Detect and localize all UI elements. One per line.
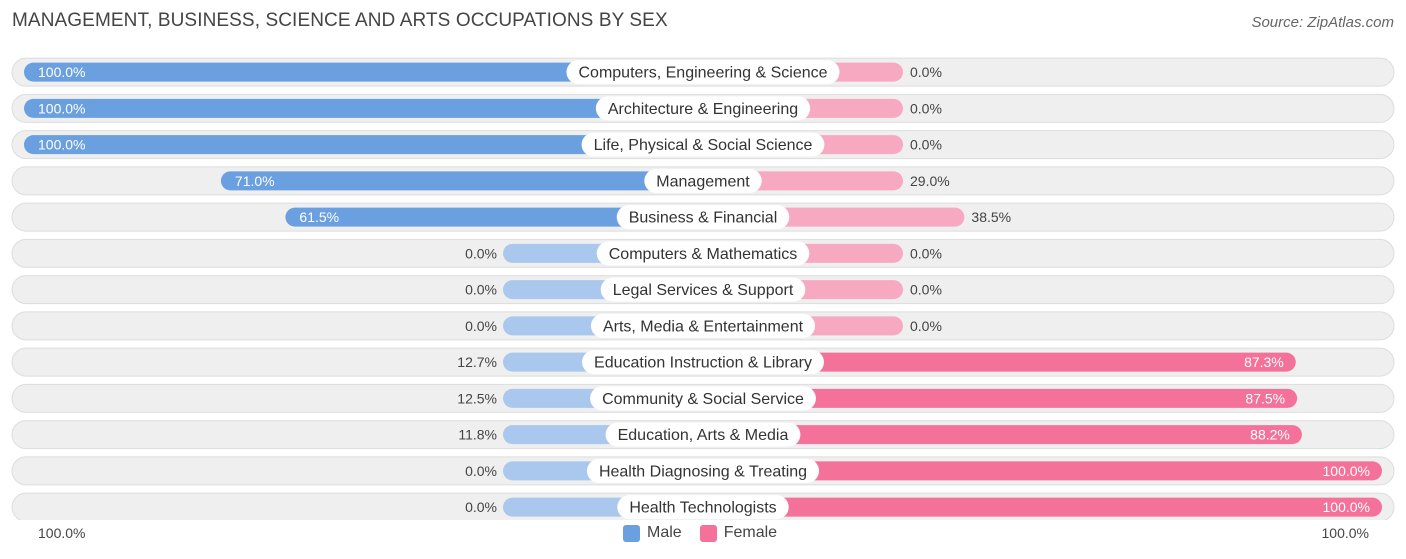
category-label: Legal Services & Support bbox=[613, 282, 794, 299]
category-label: Arts, Media & Entertainment bbox=[603, 318, 804, 335]
female-value-label: 0.0% bbox=[910, 282, 942, 298]
category-label: Management bbox=[656, 173, 750, 190]
male-bar bbox=[220, 171, 703, 191]
category-pill bbox=[616, 205, 790, 230]
male-value-label: 71.0% bbox=[235, 173, 275, 189]
category-label: Health Diagnosing & Treating bbox=[599, 463, 807, 480]
category-label: Community & Social Service bbox=[602, 391, 804, 408]
male-value-label: 0.0% bbox=[465, 499, 497, 515]
male-value-label: 100.0% bbox=[38, 137, 85, 153]
category-pill bbox=[617, 495, 789, 520]
legend-item-female: Female bbox=[699, 524, 778, 542]
category-pill bbox=[590, 386, 816, 411]
female-value-label: 0.0% bbox=[910, 100, 942, 116]
axis-right-label: 100.0% bbox=[1321, 525, 1369, 541]
male-bar bbox=[24, 98, 703, 118]
category-pill bbox=[590, 313, 816, 338]
male-value-label: 100.0% bbox=[38, 100, 85, 116]
female-value-label: 0.0% bbox=[910, 137, 942, 153]
legend: Male Female bbox=[623, 524, 795, 542]
category-label: Computers & Mathematics bbox=[609, 246, 798, 263]
female-value-label: 38.5% bbox=[971, 209, 1011, 225]
male-bar bbox=[24, 135, 703, 155]
female-bar bbox=[703, 497, 1382, 517]
female-bar bbox=[703, 461, 1382, 481]
bar-chart: 100.0% 0.0% Computers, Engineering & Scien… bbox=[11, 57, 1395, 520]
male-value-label: 0.0% bbox=[465, 463, 497, 479]
female-bar bbox=[703, 388, 1298, 408]
legend-label-female: Female bbox=[723, 524, 778, 541]
male-value-label: 0.0% bbox=[465, 318, 497, 334]
category-pill bbox=[605, 422, 801, 447]
male-value-label: 100.0% bbox=[38, 64, 85, 80]
female-value-label: 0.0% bbox=[910, 318, 942, 334]
female-value-label: 0.0% bbox=[910, 245, 942, 261]
source-label: Source: ZipAtlas.com bbox=[1251, 14, 1394, 31]
category-pill bbox=[586, 458, 820, 483]
category-label: Health Technologists bbox=[629, 500, 776, 517]
category-label: Life, Physical & Social Science bbox=[594, 137, 813, 154]
legend-item-male: Male bbox=[623, 524, 682, 542]
male-value-label: 12.7% bbox=[457, 354, 497, 370]
category-pill bbox=[595, 96, 811, 121]
category-pill bbox=[596, 241, 810, 266]
male-value-label: 61.5% bbox=[299, 209, 339, 225]
category-label: Computers, Engineering & Science bbox=[578, 65, 827, 82]
legend-swatch-female bbox=[699, 524, 717, 542]
female-value-label: 0.0% bbox=[910, 64, 942, 80]
female-value-label: 100.0% bbox=[1323, 499, 1370, 515]
male-value-label: 0.0% bbox=[465, 245, 497, 261]
female-bar bbox=[703, 352, 1296, 372]
legend-label-male: Male bbox=[647, 524, 682, 541]
category-label: Education Instruction & Library bbox=[594, 355, 812, 372]
category-label: Architecture & Engineering bbox=[608, 101, 798, 118]
female-value-label: 87.5% bbox=[1245, 390, 1285, 406]
chart-title: MANAGEMENT, BUSINESS, SCIENCE AND ARTS O… bbox=[12, 10, 668, 31]
male-value-label: 0.0% bbox=[465, 282, 497, 298]
category-pill bbox=[582, 350, 824, 375]
category-pill bbox=[581, 132, 825, 157]
male-value-label: 11.8% bbox=[458, 427, 497, 443]
female-value-label: 87.3% bbox=[1244, 354, 1284, 370]
male-bar bbox=[24, 62, 703, 82]
category-pill bbox=[644, 168, 762, 193]
female-value-label: 29.0% bbox=[910, 173, 950, 189]
male-bar bbox=[285, 207, 703, 227]
category-label: Business & Financial bbox=[629, 210, 778, 227]
category-pill bbox=[600, 277, 806, 302]
category-label: Education, Arts & Media bbox=[618, 427, 789, 444]
female-value-label: 100.0% bbox=[1323, 463, 1370, 479]
legend-swatch-male bbox=[623, 524, 640, 542]
female-value-label: 88.2% bbox=[1250, 427, 1290, 443]
male-value-label: 12.5% bbox=[457, 390, 497, 406]
axis-left-label: 100.0% bbox=[38, 525, 86, 541]
female-bar bbox=[703, 425, 1302, 445]
category-pill bbox=[566, 60, 840, 85]
